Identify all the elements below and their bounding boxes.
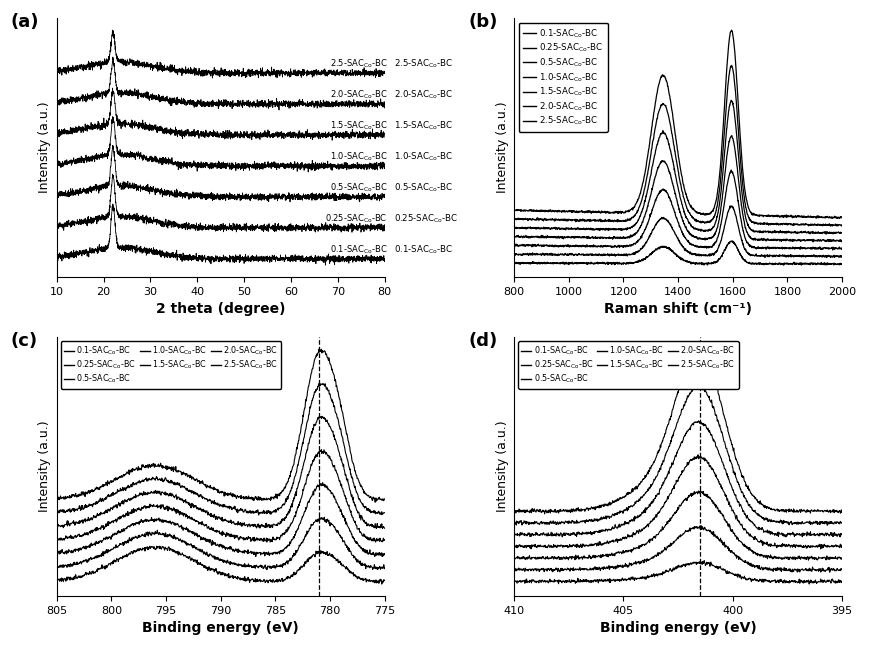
Text: 2.0-SAC$_{\rm Co}$-BC: 2.0-SAC$_{\rm Co}$-BC bbox=[329, 89, 387, 101]
Text: 1.0-SAC$_{\rm Co}$-BC: 1.0-SAC$_{\rm Co}$-BC bbox=[329, 151, 387, 163]
X-axis label: Binding energy (eV): Binding energy (eV) bbox=[143, 621, 299, 635]
Legend: 0.1-SAC$_{\rm Co}$-BC, 0.25-SAC$_{\rm Co}$-BC, 0.5-SAC$_{\rm Co}$-BC, 1.0-SAC$_{: 0.1-SAC$_{\rm Co}$-BC, 0.25-SAC$_{\rm Co… bbox=[61, 341, 281, 389]
Text: (b): (b) bbox=[468, 13, 497, 31]
X-axis label: 2 theta (degree): 2 theta (degree) bbox=[156, 302, 285, 316]
Text: 0.1-SAC$_{\rm Co}$-BC: 0.1-SAC$_{\rm Co}$-BC bbox=[394, 243, 453, 256]
Text: 1.5-SAC$_{\rm Co}$-BC: 1.5-SAC$_{\rm Co}$-BC bbox=[329, 119, 387, 132]
Text: 0.25-SAC$_{\rm Co}$-BC: 0.25-SAC$_{\rm Co}$-BC bbox=[394, 212, 457, 225]
Text: 2.0-SAC$_{\rm Co}$-BC: 2.0-SAC$_{\rm Co}$-BC bbox=[394, 89, 453, 101]
Text: 0.25-SAC$_{\rm Co}$-BC: 0.25-SAC$_{\rm Co}$-BC bbox=[324, 212, 387, 225]
Text: 0.5-SAC$_{\rm Co}$-BC: 0.5-SAC$_{\rm Co}$-BC bbox=[329, 182, 387, 194]
Y-axis label: Intensity (a.u.): Intensity (a.u.) bbox=[38, 421, 51, 513]
Text: (a): (a) bbox=[11, 13, 39, 31]
Y-axis label: Intensity (a.u.): Intensity (a.u.) bbox=[495, 421, 508, 513]
Text: (c): (c) bbox=[11, 332, 38, 350]
Y-axis label: Intensity (a.u.): Intensity (a.u.) bbox=[38, 102, 51, 193]
Legend: 0.1-SAC$_{\rm Co}$-BC, 0.25-SAC$_{\rm Co}$-BC, 0.5-SAC$_{\rm Co}$-BC, 1.0-SAC$_{: 0.1-SAC$_{\rm Co}$-BC, 0.25-SAC$_{\rm Co… bbox=[518, 341, 738, 389]
Text: 0.5-SAC$_{\rm Co}$-BC: 0.5-SAC$_{\rm Co}$-BC bbox=[394, 182, 453, 194]
Legend: 0.1-SAC$_{\rm Co}$-BC, 0.25-SAC$_{\rm Co}$-BC, 0.5-SAC$_{\rm Co}$-BC, 1.0-SAC$_{: 0.1-SAC$_{\rm Co}$-BC, 0.25-SAC$_{\rm Co… bbox=[518, 23, 607, 132]
X-axis label: Raman shift (cm⁻¹): Raman shift (cm⁻¹) bbox=[603, 302, 752, 316]
Text: 1.0-SAC$_{\rm Co}$-BC: 1.0-SAC$_{\rm Co}$-BC bbox=[394, 151, 453, 163]
Text: 0.1-SAC$_{\rm Co}$-BC: 0.1-SAC$_{\rm Co}$-BC bbox=[329, 243, 387, 256]
Text: 2.5-SAC$_{\rm Co}$-BC: 2.5-SAC$_{\rm Co}$-BC bbox=[394, 58, 453, 70]
X-axis label: Binding energy (eV): Binding energy (eV) bbox=[599, 621, 756, 635]
Text: (d): (d) bbox=[468, 332, 497, 350]
Y-axis label: Intensity (a.u.): Intensity (a.u.) bbox=[495, 102, 508, 193]
Text: 2.5-SAC$_{\rm Co}$-BC: 2.5-SAC$_{\rm Co}$-BC bbox=[329, 58, 387, 70]
Text: 1.5-SAC$_{\rm Co}$-BC: 1.5-SAC$_{\rm Co}$-BC bbox=[394, 119, 453, 132]
